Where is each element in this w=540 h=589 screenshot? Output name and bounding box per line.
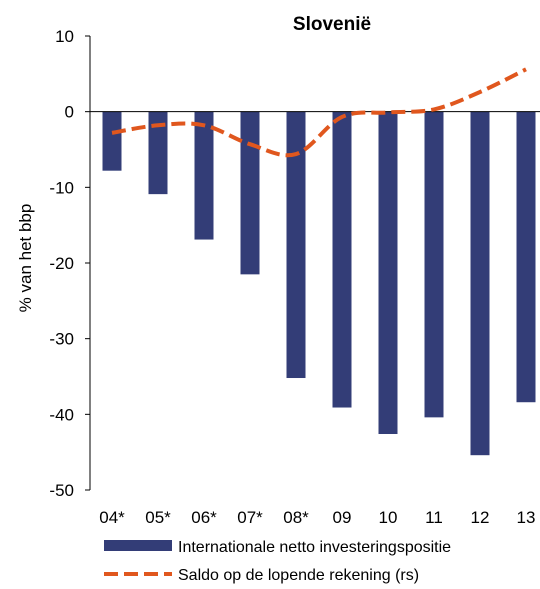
y-tick-label: 10 bbox=[55, 27, 74, 46]
bar-11 bbox=[424, 111, 444, 418]
legend: Internationale netto investeringspositie… bbox=[104, 539, 451, 584]
bar-08* bbox=[286, 111, 306, 379]
y-tick-label: -30 bbox=[49, 330, 74, 349]
y-tick-label: -10 bbox=[49, 178, 74, 197]
x-tick-label: 11 bbox=[425, 508, 443, 527]
current-account-line bbox=[111, 67, 527, 158]
bar-09 bbox=[332, 111, 352, 408]
bar-04* bbox=[102, 111, 122, 171]
x-tick-label: 04* bbox=[99, 508, 125, 527]
x-tick-label: 06* bbox=[191, 508, 217, 527]
bar-12 bbox=[470, 111, 490, 456]
y-tick-label: 0 bbox=[65, 103, 74, 122]
x-tick-label: 10 bbox=[379, 508, 398, 527]
x-tick-label: 09 bbox=[333, 508, 352, 527]
x-tick-label: 13 bbox=[517, 508, 536, 527]
chart-title: Slovenië bbox=[293, 14, 371, 35]
bar-05* bbox=[148, 111, 168, 195]
legend-bar-swatch bbox=[104, 540, 172, 551]
x-tick-label: 07* bbox=[237, 508, 263, 527]
x-tick-label: 08* bbox=[283, 508, 309, 527]
bar-13 bbox=[516, 111, 536, 403]
axes bbox=[85, 35, 540, 491]
x-tick-labels: 04* 05* 06* 07* 08* 09 10 11 12 13 bbox=[99, 508, 535, 527]
y-tick-labels: 10 0 -10 -20 -30 -40 -50 bbox=[49, 27, 74, 500]
y-axis-title: % van het bbp bbox=[16, 204, 35, 313]
legend-bar-label: Internationale netto investeringspositie bbox=[178, 539, 451, 556]
bar-series bbox=[102, 111, 536, 456]
legend-line-label: Saldo op de lopende rekening (rs) bbox=[178, 567, 419, 584]
bar-10 bbox=[378, 111, 398, 435]
bar-06* bbox=[194, 111, 214, 240]
y-tick-label: -20 bbox=[49, 254, 74, 273]
line-series bbox=[111, 67, 527, 158]
x-tick-label: 12 bbox=[471, 508, 490, 527]
bar-07* bbox=[240, 111, 260, 275]
y-tick-label: -40 bbox=[49, 405, 74, 424]
y-tick-label: -50 bbox=[49, 481, 74, 500]
x-tick-label: 05* bbox=[145, 508, 171, 527]
